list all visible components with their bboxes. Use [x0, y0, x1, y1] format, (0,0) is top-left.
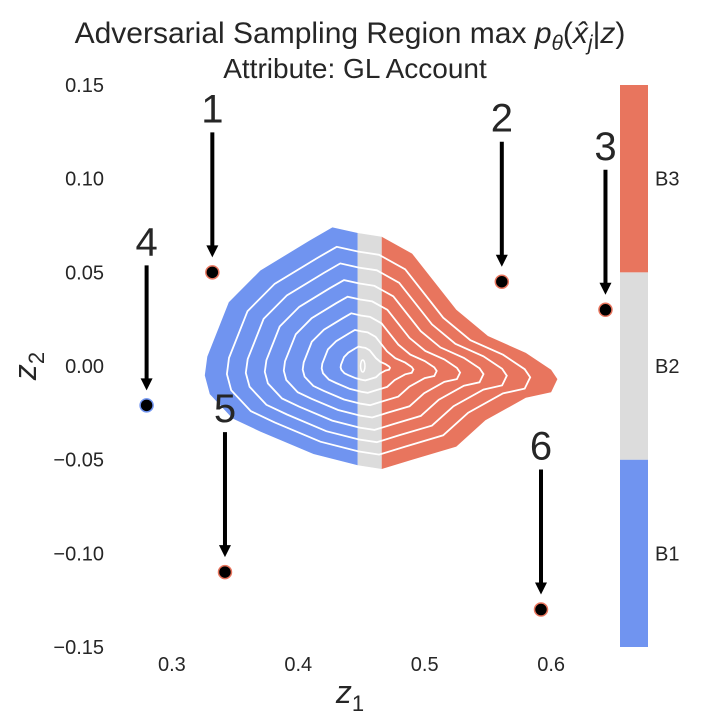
chart-title-line2: Attribute: GL Account [223, 53, 487, 84]
density-contour-1 [339, 345, 392, 382]
y-axis-ticks: 0.15 0.10 0.05 0.00 −0.05 −0.10 −0.15 [53, 75, 104, 659]
y-tick-label: −0.15 [53, 637, 104, 659]
point-labels: 1 2 3 4 5 6 [135, 87, 616, 468]
title-math-j: j [585, 32, 594, 55]
point-label-5: 5 [214, 387, 236, 431]
point-label-4: 4 [135, 220, 157, 264]
arrow-head-2 [495, 254, 508, 267]
sample-point-3 [598, 302, 613, 318]
x-axis-ticks: 0.3 0.4 0.5 0.6 [158, 654, 565, 676]
density-contour-core [359, 359, 366, 373]
colorbar-label-b1: B1 [655, 543, 679, 565]
y-tick-label: 0.05 [65, 262, 104, 284]
x-tick-label: 0.3 [158, 654, 186, 676]
y-axis-label-sub: 2 [24, 352, 49, 364]
y-tick-label: 0.00 [65, 356, 104, 378]
title-math-bar: | [593, 17, 601, 50]
arrow-head-5 [218, 545, 231, 558]
sample-point-5 [217, 564, 233, 580]
arrow-head-3 [599, 282, 612, 295]
title-math-theta: θ [552, 32, 564, 55]
y-tick-label: 0.15 [65, 75, 104, 97]
y-tick-label: 0.10 [65, 169, 104, 191]
density-contour-2 [320, 329, 415, 394]
x-tick-label: 0.4 [284, 654, 312, 676]
x-axis-label-sub: 1 [352, 691, 364, 716]
title-math-p: p [534, 17, 552, 50]
point-label-2: 2 [491, 97, 513, 141]
title-math-z: z [599, 17, 615, 50]
density-contour-3 [301, 312, 438, 407]
density-contour-7 [225, 245, 532, 456]
point-label-3: 3 [594, 125, 616, 169]
arrow-head-6 [535, 582, 548, 595]
colorbar-segment-b1 [620, 459, 648, 647]
colorbar-label-b3: B3 [655, 169, 679, 191]
sample-point-6 [533, 602, 549, 617]
y-axis-label: z2 [7, 352, 49, 381]
colorbar-segment-b3 [620, 85, 648, 273]
colorbar-segment-b2 [620, 272, 648, 460]
point-label-6: 6 [530, 425, 552, 469]
point-label-1: 1 [201, 87, 223, 131]
colorbar-label-b2: B2 [655, 356, 679, 378]
point-arrows [140, 132, 612, 595]
title-math-xhat: x̂ [571, 17, 589, 50]
chart-title-line1: Adversarial Sampling Region max pθ(x̂j|z… [75, 17, 626, 55]
chart-title-text: Adversarial Sampling Region max [75, 17, 527, 50]
density-contours [225, 245, 532, 456]
y-tick-label: −0.10 [53, 543, 104, 565]
x-axis-label: z1 [335, 674, 364, 716]
density-contour-5 [263, 279, 485, 431]
arrow-head-1 [206, 245, 219, 258]
x-axis-label-var: z [335, 674, 352, 710]
sample-points [139, 265, 613, 617]
title-math-open: ( [563, 17, 573, 50]
x-tick-label: 0.6 [537, 654, 565, 676]
arrow-head-4 [140, 378, 153, 391]
sample-point-4 [139, 398, 154, 413]
x-tick-label: 0.5 [411, 654, 439, 676]
density-contour-6 [244, 262, 508, 444]
y-tick-label: −0.05 [53, 450, 104, 472]
title-math-close: ) [615, 17, 625, 50]
sample-point-2 [494, 274, 510, 289]
density-contour-4 [282, 295, 462, 419]
colorbar: B1 B2 B3 [620, 85, 679, 647]
y-axis-label-var: z [7, 364, 43, 381]
sample-point-1 [205, 265, 220, 280]
